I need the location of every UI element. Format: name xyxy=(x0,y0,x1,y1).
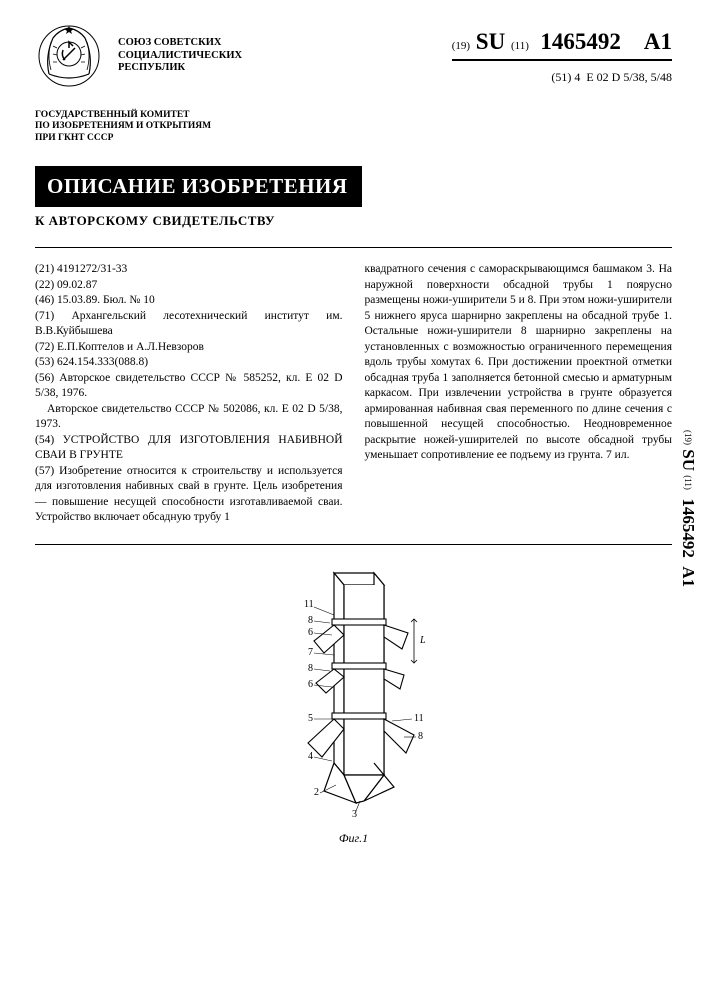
union-line: РЕСПУБЛИК xyxy=(118,62,242,75)
doc-num: 1465492 xyxy=(540,29,621,54)
body-columns: (21) 4191272/31-33 (22) 09.02.87 (46) 15… xyxy=(35,262,672,526)
document-number-block: (19) SU (11) 1465492 A1 (51) 4 E 02 D 5/… xyxy=(257,26,672,85)
svg-text:6: 6 xyxy=(308,627,313,638)
committee-block: ГОСУДАРСТВЕННЫЙ КОМИТЕТ ПО ИЗОБРЕТЕНИЯМ … xyxy=(35,110,672,144)
field-21: (21) 4191272/31-33 xyxy=(35,262,343,278)
svg-text:8: 8 xyxy=(308,663,313,674)
document-header: СОЮЗ СОВЕТСКИХ СОЦИАЛИСТИЧЕСКИХ РЕСПУБЛИ… xyxy=(35,20,672,92)
abstract-continuation: квадратного сечения с самораскрывающимся… xyxy=(365,262,673,464)
committee-line: ПО ИЗОБРЕТЕНИЯМ И ОТКРЫТИЯМ xyxy=(35,121,672,132)
document-number: (19) SU (11) 1465492 A1 xyxy=(452,26,672,61)
doc-sub: (11) xyxy=(511,40,529,52)
ussr-emblem xyxy=(35,20,103,92)
figure-1: 11 8 6 7 8 6 5 4 2 3 L 11 8 Фиг.1 xyxy=(35,563,672,847)
union-name: СОЮЗ СОВЕТСКИХ СОЦИАЛИСТИЧЕСКИХ РЕСПУБЛИ… xyxy=(118,37,242,75)
field-46: (46) 15.03.89. Бюл. № 10 xyxy=(35,293,343,309)
svg-text:8: 8 xyxy=(418,731,423,742)
committee-line: ГОСУДАРСТВЕННЫЙ КОМИТЕТ xyxy=(35,110,672,121)
svg-text:11: 11 xyxy=(304,599,314,610)
union-line: СОЮЗ СОВЕТСКИХ xyxy=(118,37,242,50)
svg-text:7: 7 xyxy=(308,647,313,658)
classification-codes: (51) 4 E 02 D 5/38, 5/48 xyxy=(257,69,672,85)
main-title: ОПИСАНИЕ ИЗОБРЕТЕНИЯ xyxy=(35,166,362,206)
svg-text:11: 11 xyxy=(414,713,424,724)
side-document-code: (19) SU (11) 1465492 A1 xyxy=(676,430,699,587)
field-53: (53) 624.154.333(088.8) xyxy=(35,355,343,371)
svg-text:2: 2 xyxy=(314,787,319,798)
field-71: (71) Архангельский лесотехнический инсти… xyxy=(35,309,343,340)
divider xyxy=(35,247,672,248)
divider-bottom xyxy=(35,544,672,545)
svg-text:4: 4 xyxy=(308,751,313,762)
field-56a: (56) Авторское свидетельство СССР № 5852… xyxy=(35,371,343,402)
left-column: (21) 4191272/31-33 (22) 09.02.87 (46) 15… xyxy=(35,262,343,526)
svg-text:8: 8 xyxy=(308,615,313,626)
svg-text:6: 6 xyxy=(308,679,313,690)
union-line: СОЦИАЛИСТИЧЕСКИХ xyxy=(118,50,242,63)
side-sub: (11) xyxy=(683,475,693,490)
doc-country: SU xyxy=(476,29,505,54)
field-72: (72) Е.П.Коптелов и А.Л.Невзоров xyxy=(35,340,343,356)
figure-caption: Фиг.1 xyxy=(35,830,672,846)
doc-kind: A1 xyxy=(644,29,672,54)
class-prefix: (51) 4 xyxy=(551,70,580,84)
title-section: ОПИСАНИЕ ИЗОБРЕТЕНИЯ К АВТОРСКОМУ СВИДЕТ… xyxy=(35,166,672,229)
right-column: квадратного сечения с самораскрывающимся… xyxy=(365,262,673,526)
subtitle: К АВТОРСКОМУ СВИДЕТЕЛЬСТВУ xyxy=(35,212,672,230)
doc-prefix: (19) xyxy=(452,40,470,52)
svg-text:L: L xyxy=(419,635,426,646)
field-56b: Авторское свидетельство СССР № 502086, к… xyxy=(35,402,343,433)
side-kind: A1 xyxy=(679,566,698,587)
committee-line: ПРИ ГКНТ СССР xyxy=(35,133,672,144)
field-22: (22) 09.02.87 xyxy=(35,278,343,294)
field-54: (54) УСТРОЙСТВО ДЛЯ ИЗГОТОВЛЕНИЯ НАБИВНО… xyxy=(35,433,343,464)
class-codes: E 02 D 5/38, 5/48 xyxy=(586,70,672,84)
field-57: (57) Изобретение относится к строительст… xyxy=(35,464,343,526)
side-country: SU xyxy=(679,449,698,471)
side-number: 1465492 xyxy=(679,498,698,558)
side-prefix: (19) xyxy=(683,430,693,445)
svg-text:5: 5 xyxy=(308,713,313,724)
